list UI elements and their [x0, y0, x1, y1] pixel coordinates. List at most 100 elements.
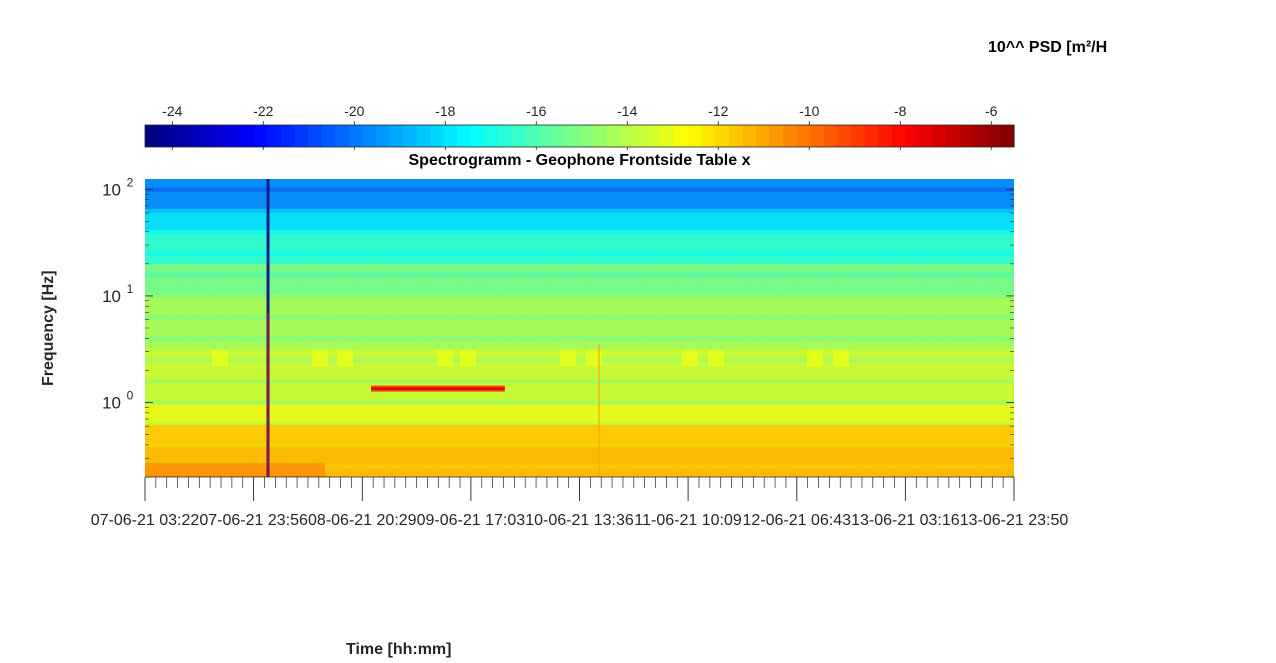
colorbar-segment	[878, 125, 893, 147]
intermittent-band-patch	[212, 350, 228, 367]
colorbar-segment	[769, 125, 784, 147]
low-frequency-band	[145, 463, 325, 477]
colorbar-segment	[307, 125, 323, 147]
y-tick-label: 10	[102, 287, 121, 306]
intermittent-band-patch	[460, 350, 476, 367]
y-tick-base: 10	[102, 180, 121, 199]
x-tick-label: 08-06-21 20:29	[308, 512, 417, 529]
colorbar-segment	[647, 125, 662, 147]
colorbar-tick-label: -20	[344, 103, 364, 119]
colorbar-segment	[430, 125, 445, 147]
intermittent-band-patch	[807, 350, 823, 367]
x-tick-label: 12-06-21 06:43	[743, 512, 852, 529]
colorbar-segment	[593, 125, 608, 147]
x-tick-label: 11-06-21 10:09	[634, 512, 741, 529]
colorbar-segment	[145, 125, 160, 147]
colorbar-segment	[375, 125, 391, 147]
colorbar-segment	[484, 125, 499, 147]
colorbar-segment	[362, 125, 377, 147]
colorbar-segment	[851, 125, 866, 147]
colorbar-segment	[1000, 125, 1015, 147]
intermittent-band-patch	[560, 350, 576, 367]
intermittent-band-patch	[586, 350, 602, 367]
x-tick-label: 13-06-21 03:16	[851, 512, 960, 529]
colorbar-tick-label: -16	[526, 103, 546, 119]
y-tick-base: 10	[102, 394, 121, 413]
colorbar-segment	[226, 125, 241, 147]
colorbar-segment	[199, 125, 214, 147]
colorbar-segment	[946, 125, 961, 147]
y-tick-exponent: 2	[127, 175, 134, 189]
y-tick-exponent: 0	[127, 389, 134, 403]
colorbar-segment	[185, 125, 200, 147]
colorbar-segment	[565, 125, 581, 147]
colorbar-frame	[144, 124, 1015, 148]
colorbar-segment	[606, 125, 621, 147]
colorbar-segment	[973, 125, 988, 147]
colorbar-segment	[620, 125, 635, 147]
y-tick-label: 10	[102, 180, 121, 199]
colorbar-segment	[864, 125, 879, 147]
colorbar-tick-label: -12	[708, 103, 728, 119]
colorbar-segment	[172, 125, 187, 147]
colorbar-segment	[552, 125, 567, 147]
colorbar-segment	[511, 125, 526, 147]
colorbar-segment	[294, 125, 309, 147]
colorbar-segment	[823, 125, 839, 147]
colorbar-tick-label: -22	[253, 103, 273, 119]
colorbar-segment	[783, 125, 798, 147]
colorbar-segment	[891, 125, 906, 147]
colorbar-segment	[633, 125, 648, 147]
y-tick-label: 10	[102, 394, 121, 413]
colorbar-segment	[918, 125, 934, 147]
colorbar: -24 -22 -20 -18 -16 -14 -12 -10 -8 -6	[144, 103, 1015, 150]
colorbar-tick-label: -14	[617, 103, 637, 119]
broadband-spike-core	[267, 313, 269, 477]
colorbar-segment	[280, 125, 295, 147]
colorbar-segment	[253, 125, 268, 147]
colorbar-segment	[715, 125, 730, 147]
short-spike	[598, 344, 600, 477]
colorbar-segment	[402, 125, 418, 147]
colorbar-segment	[742, 125, 757, 147]
chart-title: Spectrogramm - Geophone Frontside Table …	[408, 152, 751, 169]
colorbar-segment	[959, 125, 974, 147]
y-tick-base: 10	[102, 287, 121, 306]
x-tick-label: 10-06-21 13:36	[525, 512, 634, 529]
colorbar-segment	[986, 125, 1002, 147]
spectrogram-plot-area	[145, 179, 1014, 477]
x-axis-label: Time [hh:mm]	[346, 641, 452, 658]
colorbar-tick-label: -24	[162, 103, 182, 119]
intermittent-band-patch	[437, 350, 453, 367]
colorbar-segment	[674, 125, 689, 147]
y-tick-exponent: 1	[127, 282, 134, 296]
colorbar-segment	[348, 125, 363, 147]
colorbar-segment	[498, 125, 513, 147]
colorbar-segment	[932, 125, 947, 147]
intermittent-band-patch	[833, 350, 849, 367]
colorbar-segment	[701, 125, 716, 147]
colorbar-segment	[443, 125, 458, 147]
colorbar-segment	[538, 125, 553, 147]
colorbar-segment	[335, 125, 350, 147]
intermittent-band-patch	[312, 350, 328, 367]
colorbar-segment	[240, 125, 255, 147]
colorbar-segment	[728, 125, 744, 147]
x-tick-label: 07-06-21 03:22	[91, 512, 200, 529]
colorbar-segment	[470, 125, 486, 147]
colorbar-segment	[525, 125, 540, 147]
colorbar-segment	[756, 125, 771, 147]
colorbar-segment	[579, 125, 594, 147]
intermittent-band-patch	[708, 350, 724, 367]
colorbar-tick-label: -10	[799, 103, 819, 119]
colorbar-segment	[416, 125, 431, 147]
colorbar-segment	[158, 125, 173, 147]
colorbar-tick-label: -8	[894, 103, 907, 119]
x-tick-label: 09-06-21 17:03	[417, 512, 526, 529]
colorbar-segment	[810, 125, 825, 147]
x-tick-label: 13-06-21 23:50	[960, 512, 1069, 529]
x-tick-label: 07-06-21 23:56	[199, 512, 308, 529]
narrowband-line-core	[371, 387, 505, 390]
colorbar-segment	[796, 125, 811, 147]
